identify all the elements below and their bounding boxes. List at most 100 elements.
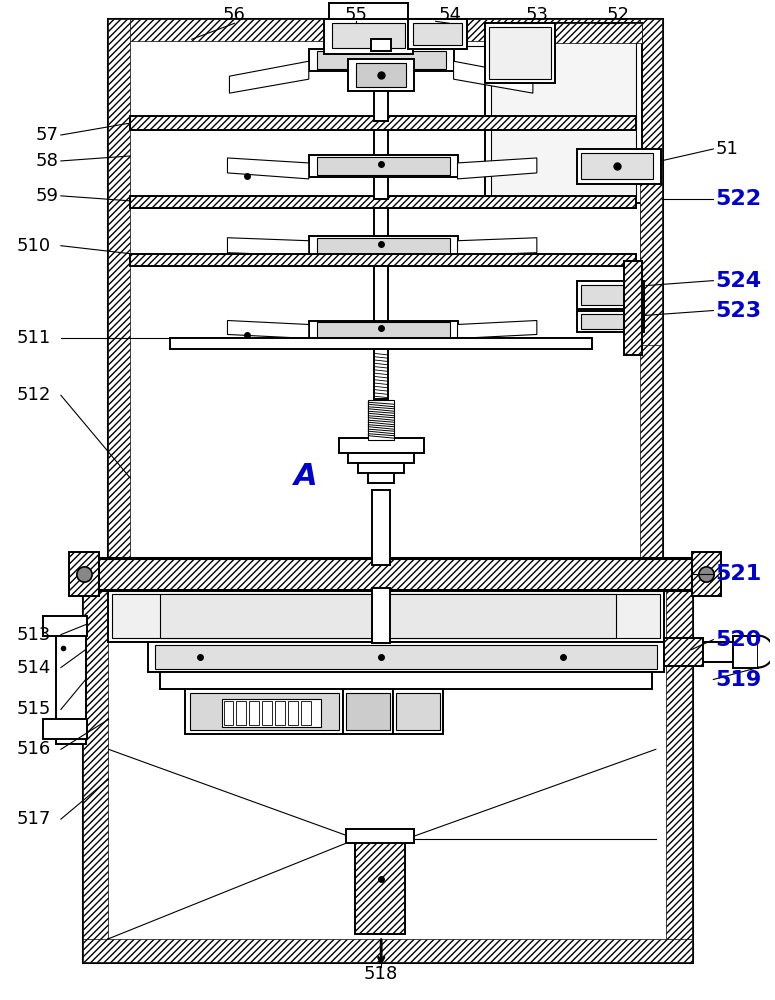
Bar [408, 19, 467, 49]
Bar [223, 701, 233, 725]
Polygon shape [229, 61, 308, 93]
Text: 52: 52 [607, 6, 629, 24]
Bar [332, 23, 405, 48]
Bar [368, 400, 394, 440]
Bar [356, 839, 405, 934]
Text: 59: 59 [36, 187, 59, 205]
Bar [308, 236, 457, 256]
Bar [324, 19, 413, 54]
Text: 56: 56 [223, 6, 246, 24]
Bar [691, 552, 722, 596]
Text: 55: 55 [345, 6, 368, 24]
Bar [356, 63, 406, 87]
Bar [577, 149, 661, 184]
Polygon shape [228, 238, 308, 256]
Bar [343, 689, 393, 734]
Bar [148, 642, 663, 672]
Polygon shape [457, 158, 537, 179]
Text: 521: 521 [715, 564, 762, 584]
Bar [43, 616, 87, 636]
Bar [317, 51, 446, 69]
Bar [374, 91, 388, 121]
Bar [349, 453, 414, 463]
Bar [349, 59, 414, 91]
Bar [109, 590, 663, 642]
Bar [485, 23, 555, 83]
Bar [329, 3, 408, 23]
Bar [308, 155, 457, 177]
Bar [112, 594, 660, 638]
Bar [160, 672, 652, 689]
Bar [346, 693, 390, 730]
Text: 57: 57 [36, 126, 59, 144]
Bar [69, 552, 98, 596]
Bar [371, 39, 391, 51]
Bar [577, 281, 644, 309]
Bar [83, 588, 691, 962]
Text: 523: 523 [715, 301, 762, 321]
Bar [358, 463, 404, 473]
Bar [130, 196, 636, 208]
Bar [491, 27, 636, 197]
Bar [640, 176, 662, 345]
Text: 513: 513 [16, 626, 51, 644]
Bar [624, 261, 642, 355]
Bar [288, 701, 298, 725]
Polygon shape [758, 636, 773, 668]
Bar [275, 701, 285, 725]
Bar [160, 594, 616, 638]
Bar [308, 49, 453, 71]
Bar [170, 338, 592, 349]
Text: 54: 54 [438, 6, 461, 24]
Bar [83, 558, 691, 590]
Bar [372, 588, 390, 643]
Text: 522: 522 [715, 189, 762, 209]
Bar [577, 311, 644, 332]
Bar [663, 638, 704, 666]
Bar [317, 157, 449, 175]
Bar [262, 701, 272, 725]
Bar [301, 701, 311, 725]
Bar [624, 261, 642, 355]
Text: 516: 516 [17, 740, 51, 758]
Bar [374, 266, 388, 320]
Polygon shape [228, 158, 308, 179]
Polygon shape [228, 320, 308, 338]
Bar [83, 588, 109, 962]
Bar [130, 254, 636, 266]
Bar [308, 320, 457, 340]
Bar [339, 438, 424, 453]
Bar [581, 285, 637, 305]
Text: 58: 58 [36, 152, 59, 170]
Text: 517: 517 [16, 810, 51, 828]
Bar [69, 552, 98, 596]
Bar [317, 238, 449, 254]
Bar [155, 645, 657, 669]
Bar [56, 620, 86, 744]
Bar [109, 19, 662, 41]
Polygon shape [453, 61, 533, 93]
Polygon shape [457, 238, 537, 256]
Bar [190, 693, 339, 730]
Bar [733, 636, 758, 668]
Bar [83, 939, 691, 962]
Text: A: A [294, 462, 318, 491]
Bar [485, 23, 642, 203]
Text: 518: 518 [364, 965, 398, 983]
Text: 51: 51 [715, 140, 739, 158]
Bar [485, 23, 642, 43]
Bar [691, 552, 722, 596]
Bar [250, 701, 259, 725]
Bar [222, 699, 321, 727]
Bar [130, 254, 636, 266]
Text: 510: 510 [17, 237, 51, 255]
Text: 53: 53 [525, 6, 549, 24]
Bar [236, 701, 246, 725]
Text: 512: 512 [16, 386, 51, 404]
Text: 511: 511 [17, 329, 51, 347]
Bar [374, 349, 388, 399]
Bar [396, 693, 439, 730]
Text: 515: 515 [16, 700, 51, 718]
Bar [43, 719, 87, 739]
Bar [581, 314, 637, 329]
